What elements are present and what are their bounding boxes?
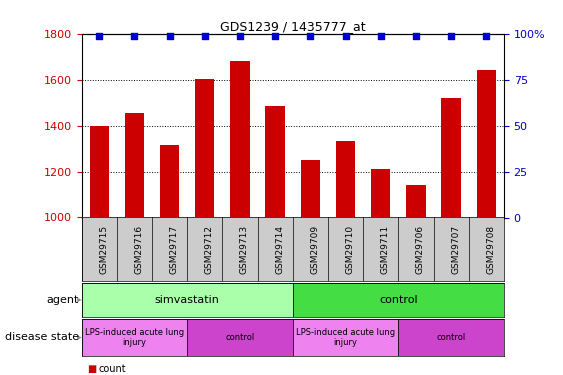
Text: disease state: disease state bbox=[5, 333, 79, 342]
Bar bbox=[301, 160, 320, 218]
Text: GSM29717: GSM29717 bbox=[169, 225, 178, 274]
Text: agent: agent bbox=[46, 295, 79, 305]
Text: control: control bbox=[225, 333, 254, 342]
Bar bbox=[406, 185, 426, 218]
Point bbox=[341, 33, 350, 39]
Text: count: count bbox=[99, 364, 126, 374]
Text: GSM29713: GSM29713 bbox=[240, 225, 249, 274]
Bar bbox=[441, 98, 461, 218]
Point bbox=[95, 33, 104, 39]
Point bbox=[200, 33, 209, 39]
Point bbox=[376, 33, 385, 39]
Point bbox=[165, 33, 174, 39]
Bar bbox=[195, 78, 215, 218]
Text: GSM29707: GSM29707 bbox=[451, 225, 460, 274]
Point bbox=[130, 33, 139, 39]
Point bbox=[412, 33, 421, 39]
Text: LPS-induced acute lung
injury: LPS-induced acute lung injury bbox=[85, 328, 184, 347]
Bar bbox=[293, 319, 399, 356]
Bar bbox=[266, 106, 285, 218]
Bar bbox=[125, 113, 144, 218]
Point bbox=[446, 33, 455, 39]
Text: GSM29715: GSM29715 bbox=[99, 225, 108, 274]
Point bbox=[306, 33, 315, 39]
Bar bbox=[160, 145, 179, 218]
Point bbox=[235, 33, 244, 39]
Bar bbox=[336, 141, 355, 218]
Text: GSM29709: GSM29709 bbox=[310, 225, 319, 274]
Bar bbox=[230, 62, 249, 217]
Text: ■: ■ bbox=[87, 364, 96, 374]
Text: GSM29711: GSM29711 bbox=[381, 225, 390, 274]
Bar bbox=[187, 319, 293, 356]
Text: simvastatin: simvastatin bbox=[155, 295, 220, 305]
Text: GSM29710: GSM29710 bbox=[346, 225, 355, 274]
Text: control: control bbox=[379, 295, 418, 305]
Bar bbox=[90, 126, 109, 218]
Point bbox=[482, 33, 491, 39]
Bar bbox=[82, 319, 187, 356]
Text: control: control bbox=[436, 333, 466, 342]
Bar bbox=[477, 70, 496, 217]
Text: GSM29706: GSM29706 bbox=[416, 225, 425, 274]
Text: GSM29708: GSM29708 bbox=[486, 225, 495, 274]
Text: LPS-induced acute lung
injury: LPS-induced acute lung injury bbox=[296, 328, 395, 347]
Text: GSM29712: GSM29712 bbox=[205, 225, 214, 274]
Point bbox=[271, 33, 280, 39]
Text: GSM29714: GSM29714 bbox=[275, 225, 284, 274]
Bar bbox=[82, 283, 293, 317]
Text: GSM29716: GSM29716 bbox=[135, 225, 144, 274]
Title: GDS1239 / 1435777_at: GDS1239 / 1435777_at bbox=[220, 20, 365, 33]
Bar bbox=[293, 283, 504, 317]
Bar bbox=[399, 319, 504, 356]
Bar bbox=[371, 169, 390, 217]
